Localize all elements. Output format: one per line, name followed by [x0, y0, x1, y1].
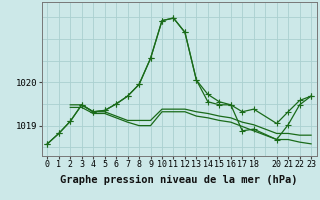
X-axis label: Graphe pression niveau de la mer (hPa): Graphe pression niveau de la mer (hPa) — [60, 175, 298, 185]
